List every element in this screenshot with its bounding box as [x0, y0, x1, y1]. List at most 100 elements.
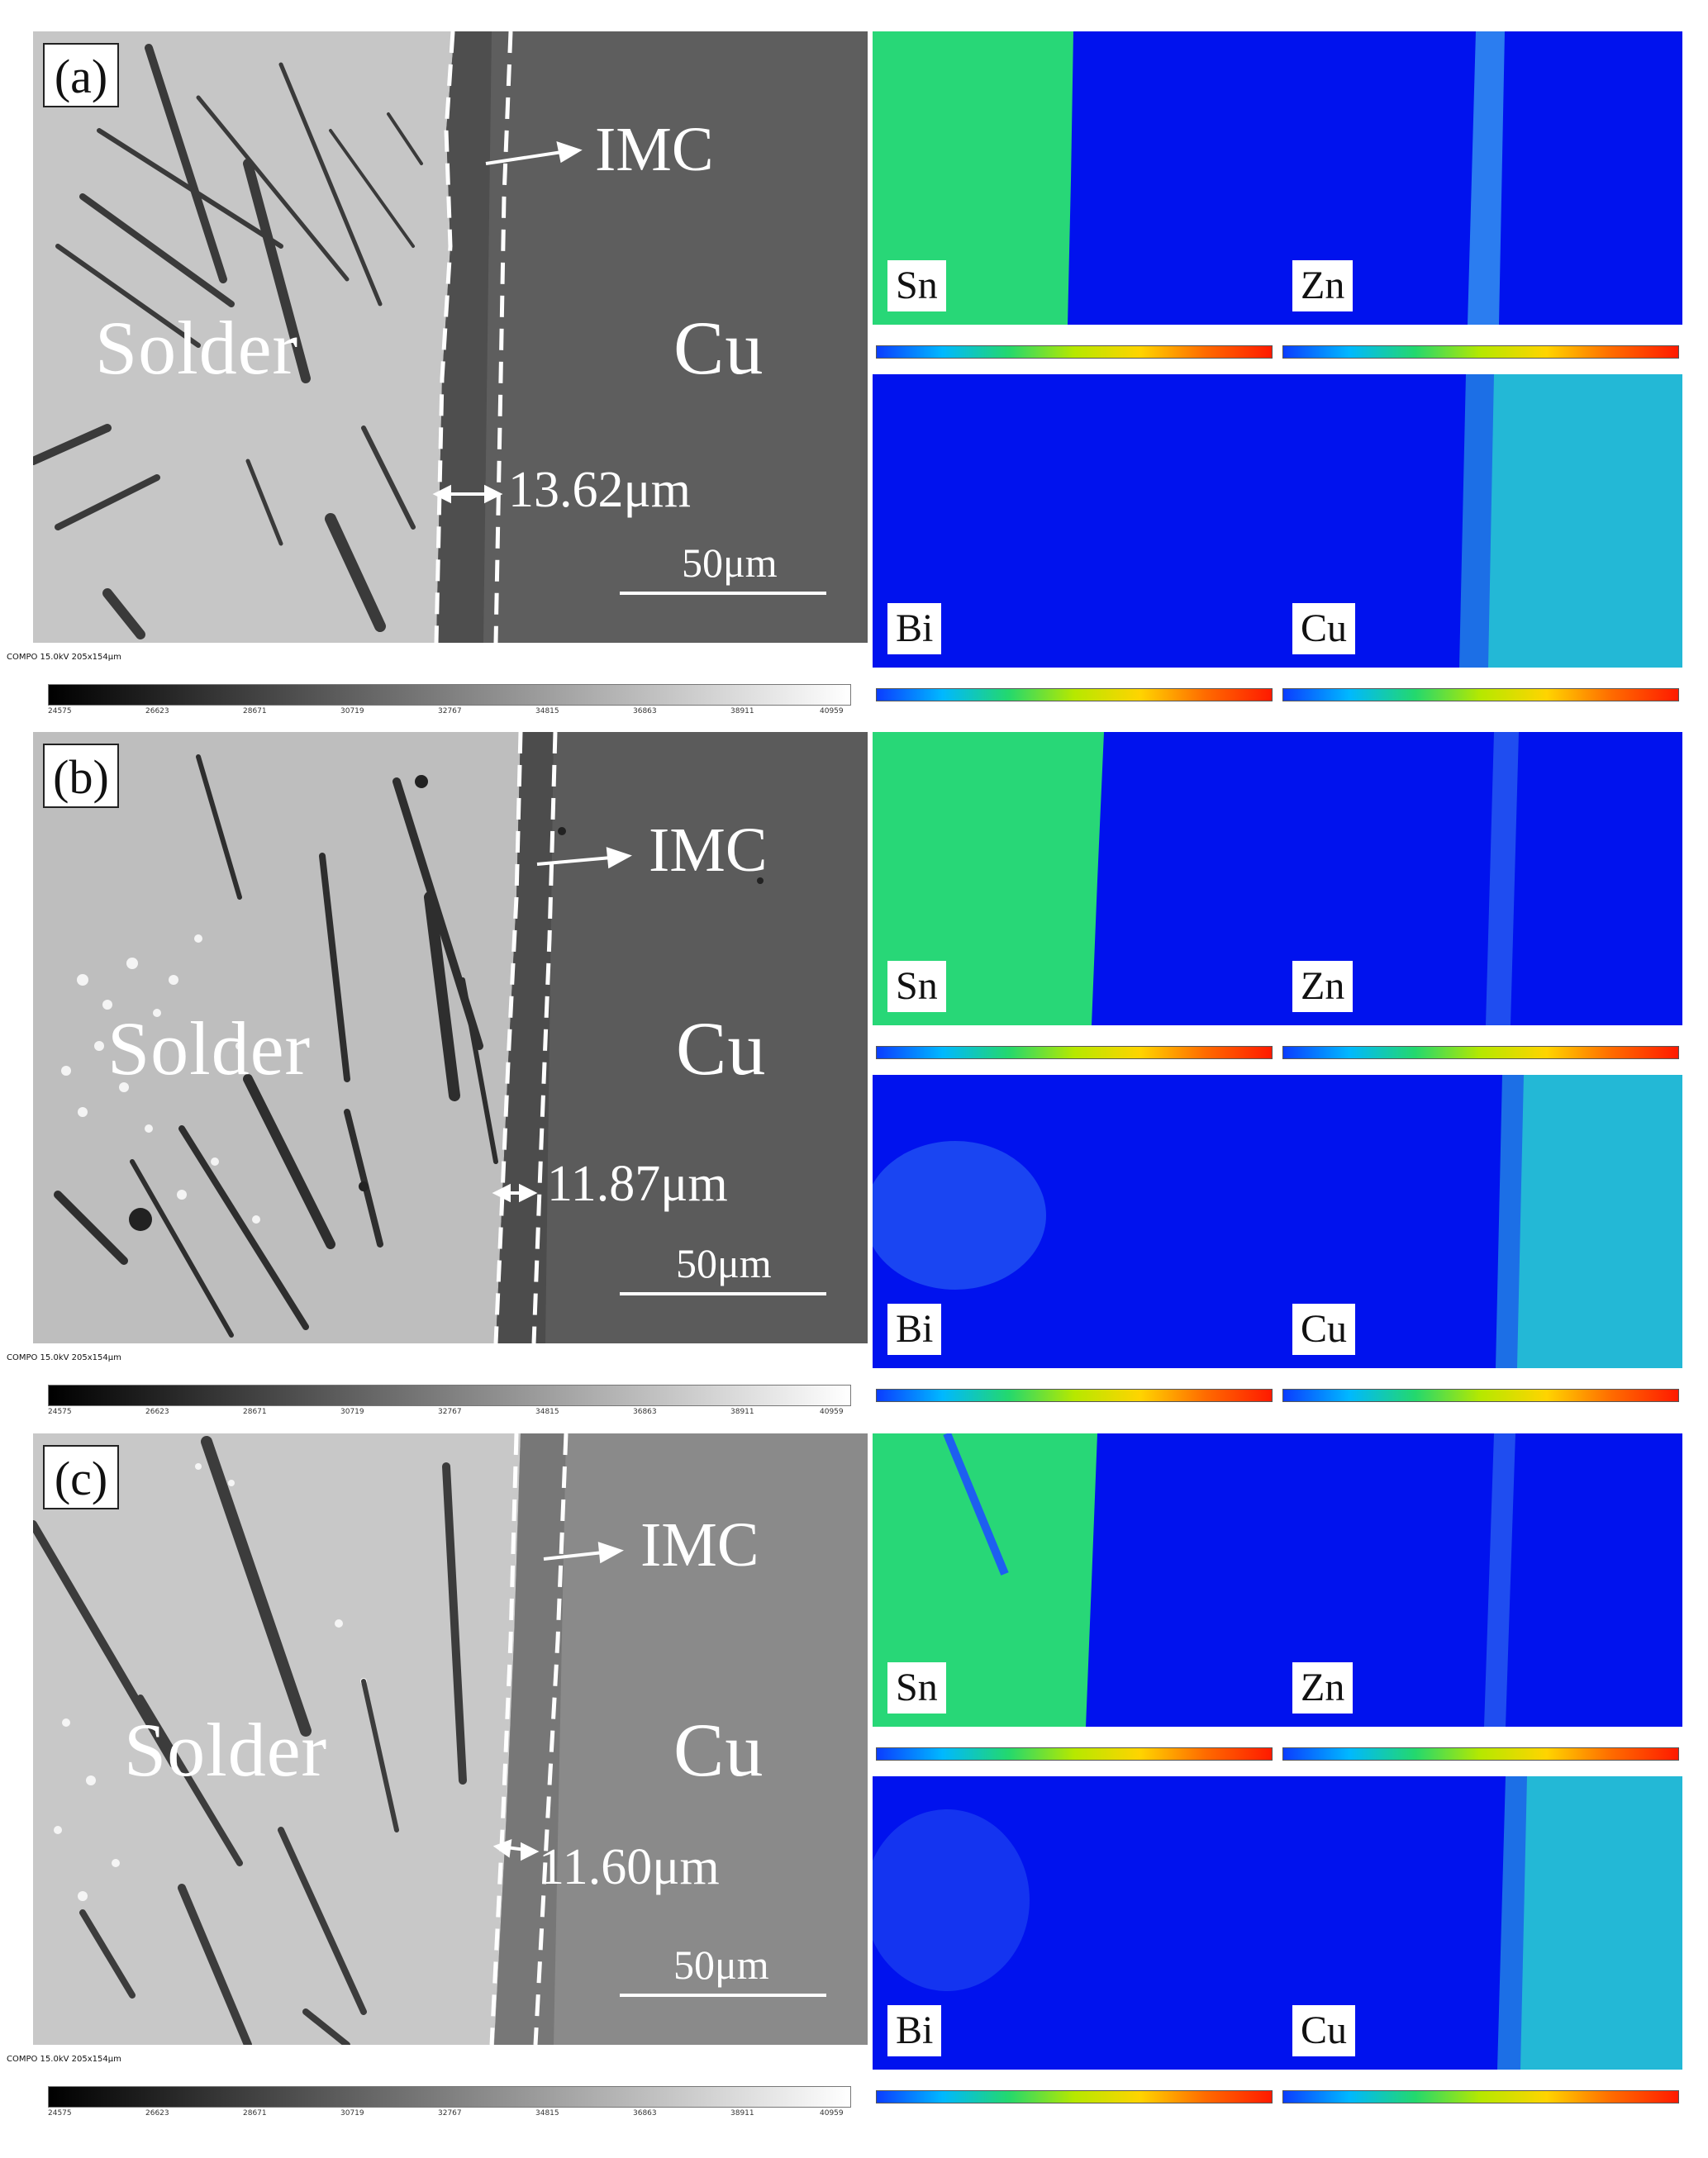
eds-map-bi: Bi [873, 1776, 1277, 2070]
eds-colorbar [1282, 688, 1679, 701]
greyscale-tick: 36863 [633, 1408, 657, 1416]
cu-label: Cu [676, 1006, 767, 1091]
scale-bar-label: 50μm [676, 1240, 772, 1286]
panel-label: (c) [43, 1445, 119, 1509]
greyscale-bar [48, 1385, 851, 1406]
scale-bar [620, 1292, 826, 1295]
eds-map-zn: Zn [1277, 31, 1682, 325]
solder-label: Solder [95, 306, 299, 390]
imc-thickness-label: 13.62μm [508, 462, 691, 518]
eds-map-zn: Zn [1277, 1433, 1682, 1727]
panel-b: (b) IMC Solder Cu 11.87μm 50μm COMPO 15.… [0, 732, 1708, 1434]
element-label: Cu [1292, 603, 1356, 654]
greyscale-tick: 32767 [438, 1408, 462, 1416]
greyscale-tick: 32767 [438, 707, 462, 715]
greyscale-tick: 40959 [820, 1408, 844, 1416]
sem-image-a: (a) IMC Solder Cu 13.62μm 50μm [33, 31, 868, 643]
scale-bar-label: 50μm [682, 540, 778, 586]
element-label: Cu [1292, 1304, 1356, 1355]
sem-micrograph-c [33, 1433, 868, 2045]
sem-image-b: (b) IMC Solder Cu 11.87μm 50μm [33, 732, 868, 1343]
imc-label: IMC [649, 815, 768, 885]
element-label: Bi [887, 603, 942, 654]
element-label: Sn [887, 961, 946, 1012]
sem-image-c: (c) IMC Solder Cu 11.60μm 50μm [33, 1433, 868, 2045]
greyscale-tick: 30719 [340, 1408, 364, 1416]
greyscale-tick: 24575 [48, 1408, 72, 1416]
greyscale-tick: 24575 [48, 2109, 72, 2118]
panel-a: (a) IMC Solder Cu 13.62μm 50μm COMPO 15.… [0, 31, 1708, 734]
element-label: Bi [887, 1304, 942, 1355]
element-label: Bi [887, 2005, 942, 2056]
panel-label: (b) [43, 744, 119, 808]
element-label: Sn [887, 1662, 946, 1714]
greyscale-tick: 26623 [145, 707, 169, 715]
eds-colorbar [1282, 2090, 1679, 2103]
greyscale-tick: 28671 [243, 707, 267, 715]
eds-map-sn: Sn [873, 31, 1277, 325]
sem-micrograph-b [33, 732, 868, 1343]
eds-map-cu: Cu [1277, 374, 1682, 668]
eds-map-sn: Sn [873, 732, 1277, 1025]
scale-bar [620, 592, 826, 595]
eds-colorbar [1282, 345, 1679, 359]
acquisition-info: COMPO 15.0kV 205x154μm [7, 2055, 121, 2064]
eds-colorbar [1282, 1046, 1679, 1059]
greyscale-bar [48, 684, 851, 706]
greyscale-tick: 34815 [535, 707, 559, 715]
greyscale-tick: 26623 [145, 1408, 169, 1416]
greyscale-tick: 38911 [730, 707, 754, 715]
eds-colorbar [876, 1389, 1273, 1402]
greyscale-tick: 26623 [145, 2109, 169, 2118]
greyscale-tick: 24575 [48, 707, 72, 715]
greyscale-ticks: 24575 26623 28671 30719 32767 34815 3686… [48, 2109, 849, 2122]
greyscale-tick: 36863 [633, 2109, 657, 2118]
acquisition-info: COMPO 15.0kV 205x154μm [7, 653, 121, 662]
solder-label: Solder [107, 1006, 312, 1091]
element-label: Zn [1292, 961, 1354, 1012]
greyscale-tick: 28671 [243, 1408, 267, 1416]
greyscale-tick: 36863 [633, 707, 657, 715]
greyscale-tick: 38911 [730, 1408, 754, 1416]
element-label: Cu [1292, 2005, 1356, 2056]
eds-map-cu: Cu [1277, 1075, 1682, 1368]
greyscale-tick: 32767 [438, 2109, 462, 2118]
panel-c: (c) IMC Solder Cu 11.60μm 50μm COMPO 15.… [0, 1433, 1708, 2136]
imc-label: IMC [640, 1510, 759, 1580]
eds-colorbar [876, 688, 1273, 701]
eds-colorbar [876, 2090, 1273, 2103]
greyscale-tick: 40959 [820, 707, 844, 715]
greyscale-tick: 34815 [535, 2109, 559, 2118]
element-label: Zn [1292, 1662, 1354, 1714]
solder-label: Solder [124, 1708, 328, 1792]
greyscale-ticks: 24575 26623 28671 30719 32767 34815 3686… [48, 1408, 849, 1421]
greyscale-tick: 28671 [243, 2109, 267, 2118]
imc-thickness-label: 11.60μm [539, 1839, 720, 1895]
panel-label: (a) [43, 43, 119, 107]
greyscale-tick: 34815 [535, 1408, 559, 1416]
greyscale-tick: 30719 [340, 2109, 364, 2118]
greyscale-ticks: 24575 26623 28671 30719 32767 34815 3686… [48, 707, 849, 720]
eds-colorbar [876, 1046, 1273, 1059]
imc-label: IMC [595, 115, 714, 184]
scale-bar [620, 1994, 826, 1997]
eds-colorbar [1282, 1747, 1679, 1761]
greyscale-tick: 38911 [730, 2109, 754, 2118]
greyscale-tick: 30719 [340, 707, 364, 715]
acquisition-info: COMPO 15.0kV 205x154μm [7, 1353, 121, 1362]
eds-colorbar [876, 1747, 1273, 1761]
greyscale-bar [48, 2086, 851, 2108]
eds-map-cu: Cu [1277, 1776, 1682, 2070]
element-label: Sn [887, 260, 946, 311]
cu-label: Cu [673, 1708, 764, 1792]
eds-map-bi: Bi [873, 374, 1277, 668]
imc-thickness-label: 11.87μm [547, 1156, 728, 1212]
greyscale-tick: 40959 [820, 2109, 844, 2118]
cu-label: Cu [673, 306, 764, 390]
eds-map-zn: Zn [1277, 732, 1682, 1025]
eds-map-sn: Sn [873, 1433, 1277, 1727]
sem-micrograph-a [33, 31, 868, 643]
element-label: Zn [1292, 260, 1354, 311]
eds-colorbar [876, 345, 1273, 359]
eds-map-bi: Bi [873, 1075, 1277, 1368]
